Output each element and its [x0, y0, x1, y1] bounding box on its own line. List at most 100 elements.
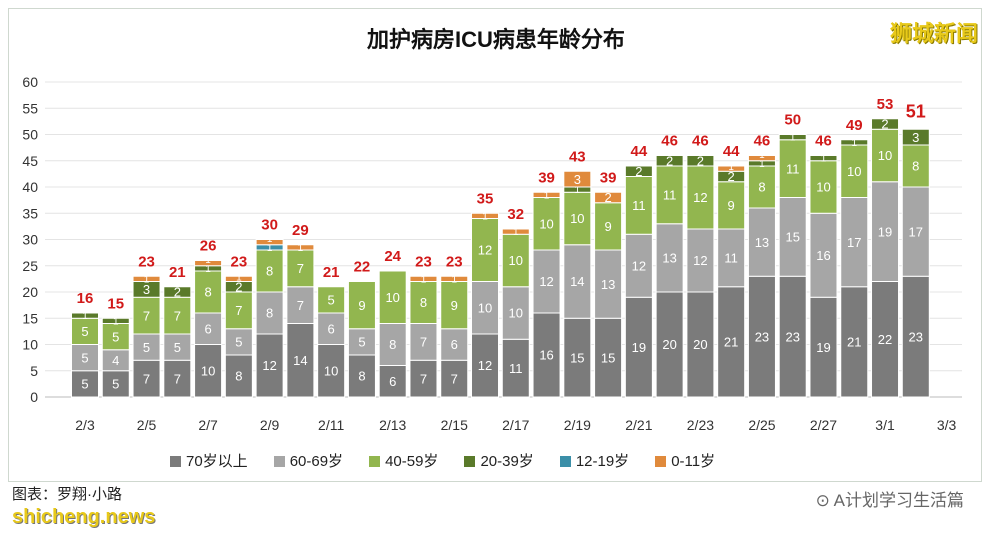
- segment-label: 10: [878, 148, 892, 163]
- segment-label: 1: [451, 274, 457, 285]
- y-tick-label: 45: [22, 153, 38, 169]
- bar-segment: [501, 338, 530, 398]
- segment-label: 14: [570, 274, 584, 289]
- segment-label: 10: [570, 211, 584, 226]
- watermark-logo: 狮城新闻: [889, 21, 978, 46]
- y-tick-label: 60: [22, 74, 38, 90]
- bar-segment: [101, 317, 130, 324]
- bar-segment: [440, 281, 469, 330]
- segment-label: 12: [262, 358, 276, 373]
- bar-segment: [563, 170, 592, 188]
- bar-segment: [255, 333, 284, 398]
- segment-label: 1: [113, 316, 119, 327]
- segment-label: 15: [570, 350, 584, 365]
- segment-label: 7: [420, 335, 427, 350]
- legend-item: 12-19岁: [559, 450, 629, 471]
- segment-label: 12: [632, 258, 646, 273]
- bar-segment: [224, 291, 253, 330]
- segment-label: 1: [236, 272, 242, 283]
- bar-segment: [317, 286, 346, 314]
- segment-label: 20: [693, 337, 707, 352]
- segment-label: 2: [881, 117, 888, 132]
- x-tick-label: 2/23: [687, 417, 714, 433]
- segment-label: 7: [143, 308, 150, 323]
- bar-segment: [532, 197, 561, 251]
- bar-segment: [224, 354, 253, 398]
- segment-label: 10: [324, 363, 338, 378]
- total-label: 32: [507, 206, 524, 223]
- credit-text: 图表：罗翔·小路: [12, 486, 122, 503]
- segment-label: 10: [509, 253, 523, 268]
- segment-label: 1: [267, 243, 273, 254]
- bar-segment: [871, 118, 900, 130]
- segment-label: 2: [666, 153, 673, 168]
- bar-segment: [194, 260, 223, 267]
- x-tick-label: 2/3: [75, 417, 95, 433]
- segment-label: 10: [478, 300, 492, 315]
- total-label: 26: [200, 238, 217, 255]
- segment-label: 5: [112, 377, 119, 392]
- total-label: 43: [569, 148, 586, 165]
- segment-label: 9: [358, 298, 365, 313]
- legend-label: 20-39岁: [480, 453, 534, 470]
- y-tick-label: 5: [30, 363, 38, 379]
- x-tick-label: 2/27: [810, 417, 837, 433]
- segment-label: 3: [574, 172, 581, 187]
- segment-label: 5: [112, 329, 119, 344]
- segment-label: 1: [575, 185, 581, 196]
- legend-item: 0-11岁: [655, 450, 715, 471]
- bar-segment: [378, 365, 407, 398]
- bar-segment: [440, 275, 469, 282]
- bar-segment: [778, 275, 807, 398]
- bar-segment: [71, 344, 99, 372]
- segment-label: 11: [509, 361, 523, 376]
- segment-label: 1: [82, 311, 88, 322]
- segment-label: 9: [451, 298, 458, 313]
- legend-item: 60-69岁: [273, 450, 343, 471]
- bar-segment: [809, 296, 838, 398]
- bar-segment: [132, 333, 161, 361]
- segment-label: 10: [385, 290, 399, 305]
- bar-segment: [717, 228, 746, 288]
- segment-label: 14: [293, 353, 307, 368]
- segment-label: 2: [635, 164, 642, 179]
- x-tick-label: 2/13: [379, 417, 406, 433]
- segment-label: 7: [297, 261, 304, 276]
- bar-segment: [747, 155, 776, 162]
- y-tick-label: 40: [22, 179, 38, 195]
- bar-segment: [686, 228, 715, 293]
- segment-label: 2: [174, 285, 181, 300]
- total-label: 30: [261, 217, 278, 234]
- bar-segment: [717, 286, 746, 398]
- segment-label: 1: [482, 211, 488, 222]
- segment-label: 5: [143, 340, 150, 355]
- bar-segment: [317, 344, 346, 398]
- segment-label: 17: [909, 224, 923, 239]
- segment-label: 16: [816, 248, 830, 263]
- bar-segment: [532, 191, 561, 198]
- segment-label: 6: [389, 374, 396, 389]
- chart-title: 加护病房ICU病患年龄分布: [367, 27, 625, 52]
- total-label: 35: [477, 190, 494, 207]
- wechat-name: A计划学习生活篇: [833, 491, 964, 510]
- segment-label: 7: [143, 371, 150, 386]
- segment-label: 8: [358, 369, 365, 384]
- bar-segment: [717, 181, 746, 230]
- bar-segment: [409, 323, 438, 361]
- segment-label: 12: [478, 358, 492, 373]
- bar-segment: [471, 218, 500, 282]
- legend-item: 40-59岁: [369, 450, 438, 471]
- total-label: 24: [384, 248, 401, 265]
- segment-label: 11: [786, 161, 800, 176]
- total-label: 23: [415, 253, 432, 270]
- segment-label: 1: [513, 227, 519, 238]
- total-label: 46: [692, 133, 709, 150]
- bar-segment: [778, 139, 807, 198]
- site-watermark: shicheng.news: [12, 506, 156, 528]
- segment-label: 4: [112, 353, 119, 368]
- bar-segment: [717, 165, 746, 172]
- segment-label: 12: [693, 253, 707, 268]
- bar-segment: [501, 286, 530, 340]
- total-label: 51: [906, 101, 926, 121]
